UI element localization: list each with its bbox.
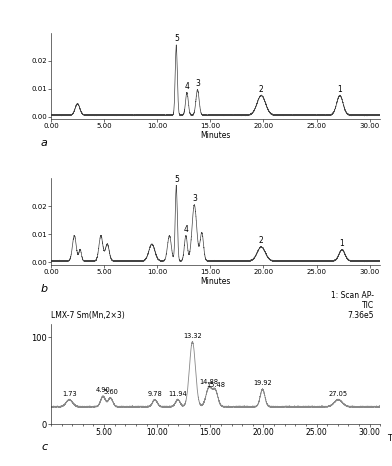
Text: Time: Time [387,434,392,443]
Text: b: b [40,284,48,294]
Text: 3: 3 [192,194,197,203]
Text: 4.90: 4.90 [96,387,111,393]
Text: 1: Scan AP-
TIC
7.36e5: 1: Scan AP- TIC 7.36e5 [331,291,374,320]
Text: 1.73: 1.73 [62,391,77,397]
Text: 5.60: 5.60 [103,389,118,395]
Text: 4: 4 [185,82,189,91]
Text: 15.48: 15.48 [206,382,225,388]
Text: 5: 5 [174,175,179,184]
Text: 27.05: 27.05 [329,391,348,397]
Text: 9.78: 9.78 [147,391,162,397]
Text: c: c [42,442,48,452]
X-axis label: Minutes: Minutes [200,131,231,140]
Text: 2: 2 [259,85,264,94]
Text: 3: 3 [195,79,200,88]
Text: 14.88: 14.88 [200,378,218,384]
Text: 1: 1 [338,85,342,94]
Text: 11.94: 11.94 [169,391,187,397]
Text: 19.92: 19.92 [253,380,272,386]
Text: 5: 5 [174,34,179,43]
Text: 1: 1 [339,239,345,248]
Text: a: a [41,138,48,148]
Text: 2: 2 [259,236,264,245]
Text: 13.32: 13.32 [183,333,202,339]
Text: LMX-7 Sm(Mn,2×3): LMX-7 Sm(Mn,2×3) [51,311,125,320]
Text: 4: 4 [183,225,188,234]
X-axis label: Minutes: Minutes [200,277,231,286]
